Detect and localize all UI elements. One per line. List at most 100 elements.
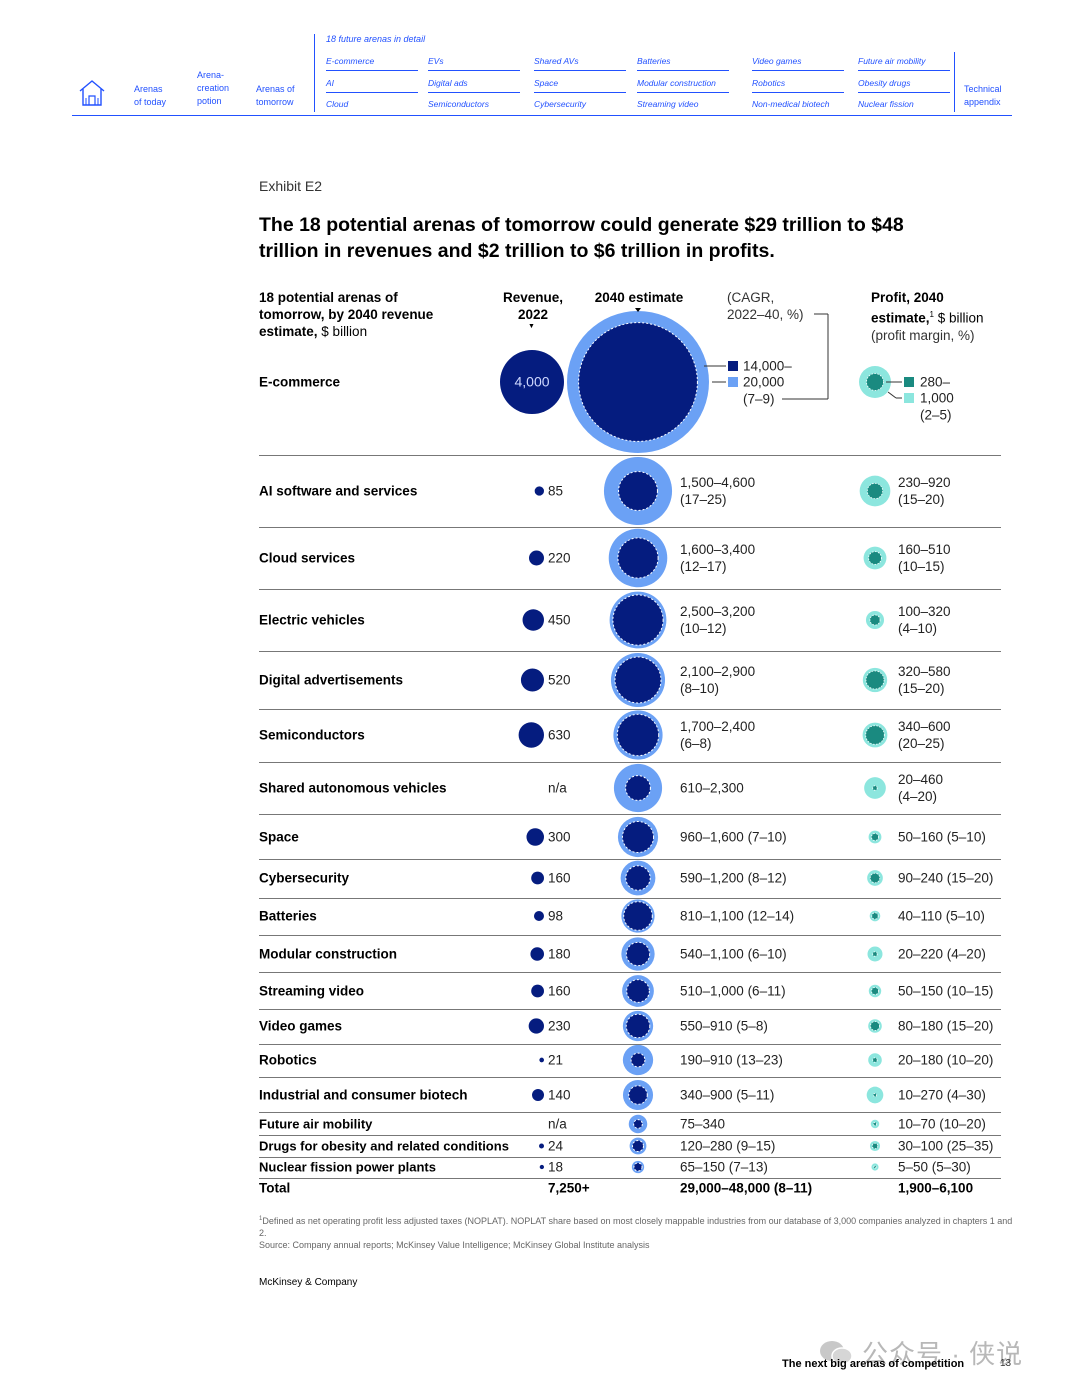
revenue-2022-label: 85 <box>548 483 564 499</box>
legend-high-2040-label: 20,000 <box>743 374 785 390</box>
row-label: Cloud services <box>259 550 356 566</box>
arenas-header: 18 potential arenas of tomorrow, by 2040… <box>259 289 459 340</box>
revenue-2022-label: 520 <box>548 672 571 688</box>
profit-low-bubble <box>871 987 879 995</box>
nav-detail-item[interactable]: E-commerce <box>326 56 418 71</box>
revenue-2040-low-bubble <box>630 1052 646 1068</box>
revenue-2040-low-bubble <box>621 820 655 854</box>
profit-label: 20–180 (10–20) <box>898 1052 994 1068</box>
revenue-2040-low-bubble <box>628 1085 648 1105</box>
profit-label: 10–70 (10–20) <box>898 1116 986 1132</box>
revenue-2022-label: 160 <box>548 983 571 999</box>
row-label: Semiconductors <box>259 727 365 743</box>
revenue-2022-bubble <box>539 1057 545 1063</box>
revenue-2022-label: 140 <box>548 1087 571 1103</box>
revenue-2022-bubble <box>533 910 544 922</box>
nav-technical-appendix[interactable]: Technical appendix <box>964 84 1002 107</box>
revenue-2022-label: 18 <box>548 1159 564 1175</box>
revenue-2040-label: 2,100–2,900 (8–10) <box>680 664 756 696</box>
row-separator <box>259 1009 1001 1010</box>
profit-margin-header: (profit margin, %) <box>871 327 975 343</box>
profit-label: 50–160 (5–10) <box>898 829 986 845</box>
profit-low-bubble <box>871 833 879 841</box>
legend-leader-profit-high-a <box>887 391 897 399</box>
revenue-2040-low-bubble <box>625 1013 651 1039</box>
nav-arena-creation-potion[interactable]: Arena- creation potion <box>197 70 230 106</box>
profit-low-bubble <box>873 1165 877 1169</box>
revenue-2040-label: 610–2,300 <box>680 780 744 796</box>
estimate-2040-header: 2040 estimate <box>594 290 684 305</box>
row-separator <box>259 1044 1001 1045</box>
revenue-2022-bubble <box>531 984 544 998</box>
profit-low-bubble <box>873 1093 878 1098</box>
revenue-2040-label: 510–1,000 (6–11) <box>680 983 786 999</box>
top-navigation: Arenas of today Arena- creation potion A… <box>72 32 1012 116</box>
row-label: Nuclear fission power plants <box>259 1159 436 1175</box>
revenue-2022-bubble <box>518 722 545 748</box>
profit-low-bubble <box>872 785 878 791</box>
profit-label: 5–50 (5–30) <box>898 1159 971 1175</box>
profit-label: 50–150 (10–15) <box>898 983 994 999</box>
revenue-2022-bubble <box>539 1143 544 1149</box>
profit-header: Profit, 2040 estimate,1 $ billion (profi… <box>871 289 1001 344</box>
revenue-2022-bubble <box>526 828 544 846</box>
profit-label: 20–460 (4–20) <box>898 772 944 804</box>
footnote-text: Defined as net operating profit less adj… <box>259 1216 1013 1238</box>
profit-low-bubble <box>866 373 884 391</box>
nav-detail-item[interactable]: Space <box>534 78 626 93</box>
row-label: Robotics <box>259 1052 317 1068</box>
row-label: Future air mobility <box>259 1116 373 1132</box>
home-icon[interactable] <box>78 78 106 106</box>
row-label: Space <box>259 829 299 845</box>
profit-label: 10–270 (4–30) <box>898 1087 986 1103</box>
nav-detail-item[interactable]: Non-medical biotech <box>752 99 830 109</box>
nav-detail-item[interactable]: AI <box>326 78 418 93</box>
profit-label: 40–110 (5–10) <box>898 908 985 924</box>
revenue-2022-label: 220 <box>548 550 571 566</box>
cagr-header: (CAGR, 2022–40, %) <box>727 290 804 322</box>
nav-detail-item[interactable]: Cloud <box>326 99 349 109</box>
nav-detail-item[interactable]: Cybersecurity <box>534 99 586 109</box>
revenue-2040-low-bubble <box>625 775 651 801</box>
row-label: E-commerce <box>259 374 341 390</box>
profit-low-bubble <box>868 551 882 565</box>
nav-detail-item[interactable]: Future air mobility <box>858 56 950 71</box>
nav-detail-item[interactable]: EVs <box>428 56 520 71</box>
nav-detail-item[interactable]: Shared AVs <box>534 56 626 71</box>
nav-detail-item[interactable]: Batteries <box>637 56 729 71</box>
profit-low-bubble <box>871 1142 879 1150</box>
nav-arenas-of-today[interactable]: Arenas of today <box>134 84 167 107</box>
nav-detail-item[interactable]: Semiconductors <box>428 99 489 109</box>
nav-detail-item[interactable]: Obesity drugs <box>858 78 950 93</box>
profit-label: 90–240 (15–20) <box>898 870 994 886</box>
legend-high-profit-swatch <box>904 393 914 403</box>
total-revenue-2040: 29,000–48,000 (8–11) <box>680 1180 813 1196</box>
profit-label: 340–600 (20–25) <box>898 719 951 751</box>
nav-detail-item[interactable]: Nuclear fission <box>858 99 914 109</box>
revenue-2040-low-bubble <box>578 322 698 442</box>
nav-detail-item[interactable]: Robotics <box>752 78 844 93</box>
nav-detail-item[interactable]: Modular construction <box>637 78 729 93</box>
arenas-header-bold: 18 potential arenas of tomorrow, by 2040… <box>259 290 434 339</box>
row-separator <box>259 1112 1001 1113</box>
revenue-2022-label: 98 <box>548 908 564 924</box>
revenue-2022-arrow-icon: ▼ <box>528 323 535 330</box>
revenue-2022-label: 300 <box>548 829 571 845</box>
row-label: Streaming video <box>259 983 365 999</box>
row-separator <box>259 651 1001 652</box>
revenue-2022-bubble <box>539 1164 545 1170</box>
revenue-2040-label: 190–910 (13–23) <box>680 1052 783 1068</box>
nav-arenas-of-tomorrow[interactable]: Arenas of tomorrow <box>256 84 295 107</box>
row-separator <box>259 762 1001 763</box>
row-label: Cybersecurity <box>259 870 350 886</box>
nav-detail-item[interactable]: Digital ads <box>428 78 520 93</box>
revenue-2040-low-bubble <box>612 594 664 646</box>
row-label: Shared autonomous vehicles <box>259 780 447 796</box>
nav-detail-item[interactable]: Streaming video <box>637 99 699 109</box>
profit-header-sup: 1 <box>929 310 934 319</box>
total-revenue-2022: 7,250+ <box>548 1180 590 1196</box>
revenue-2040-low-bubble <box>618 471 658 511</box>
nav-detail-item[interactable]: Video games <box>752 56 844 71</box>
revenue-2022-bubble <box>528 550 545 566</box>
